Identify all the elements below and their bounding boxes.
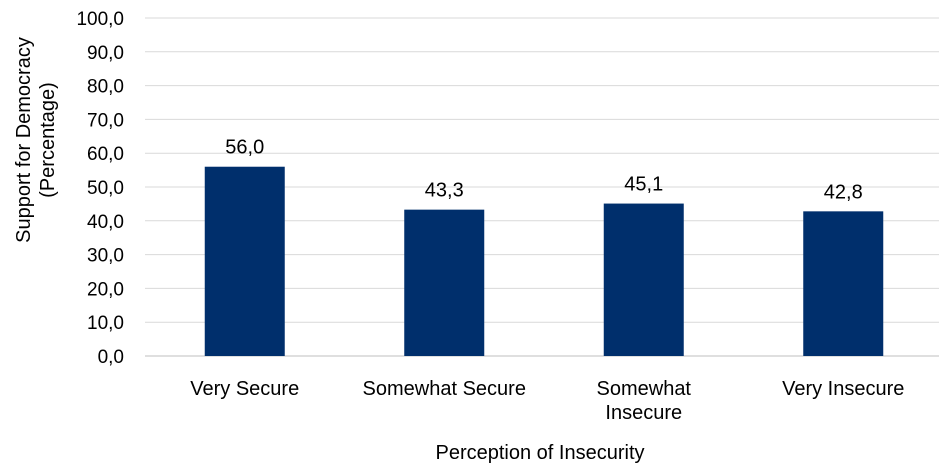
y-tick-label: 50,0 [87,178,124,199]
y-tick-label: 70,0 [87,110,124,131]
bar [603,203,684,356]
y-axis-title-text: Support for Democracy (Percentage) [13,37,59,243]
x-axis-title: Perception of Insecurity [436,442,645,464]
x-tick-label: Somewhat Insecure [597,378,692,424]
y-tick-label: 100,0 [76,9,124,30]
bar [803,211,884,356]
y-axis-title: Support for Democracy (Percentage) [13,37,59,243]
data-labels: 56,0 43,3 45,1 42,8 [225,137,862,204]
x-axis-categories: Very Secure Somewhat Secure Somewhat Insecu… [190,378,904,424]
bar [404,209,485,356]
data-label: 56,0 [225,137,264,159]
y-axis-ticks: 0,0 10,0 20,0 30,0 40,0 50,0 60,0 70,0 80,0 90,0 1… [76,9,124,368]
y-tick-label: 0,0 [98,347,124,368]
data-label: 42,8 [824,181,863,203]
y-tick-label: 10,0 [87,313,124,334]
y-tick-label: 60,0 [87,144,124,165]
x-tick-label: Very Insecure [782,378,904,400]
data-label: 45,1 [624,174,663,196]
y-tick-label: 40,0 [87,212,124,233]
x-tick-label: Very Secure [190,378,299,400]
bars [204,166,884,356]
y-tick-label: 80,0 [87,77,124,98]
x-tick-label: Somewhat Secure [363,378,526,400]
y-tick-label: 90,0 [87,43,124,64]
bar [204,166,285,356]
y-tick-label: 20,0 [87,279,124,300]
y-tick-label: 30,0 [87,246,124,267]
data-label: 43,3 [425,180,464,202]
